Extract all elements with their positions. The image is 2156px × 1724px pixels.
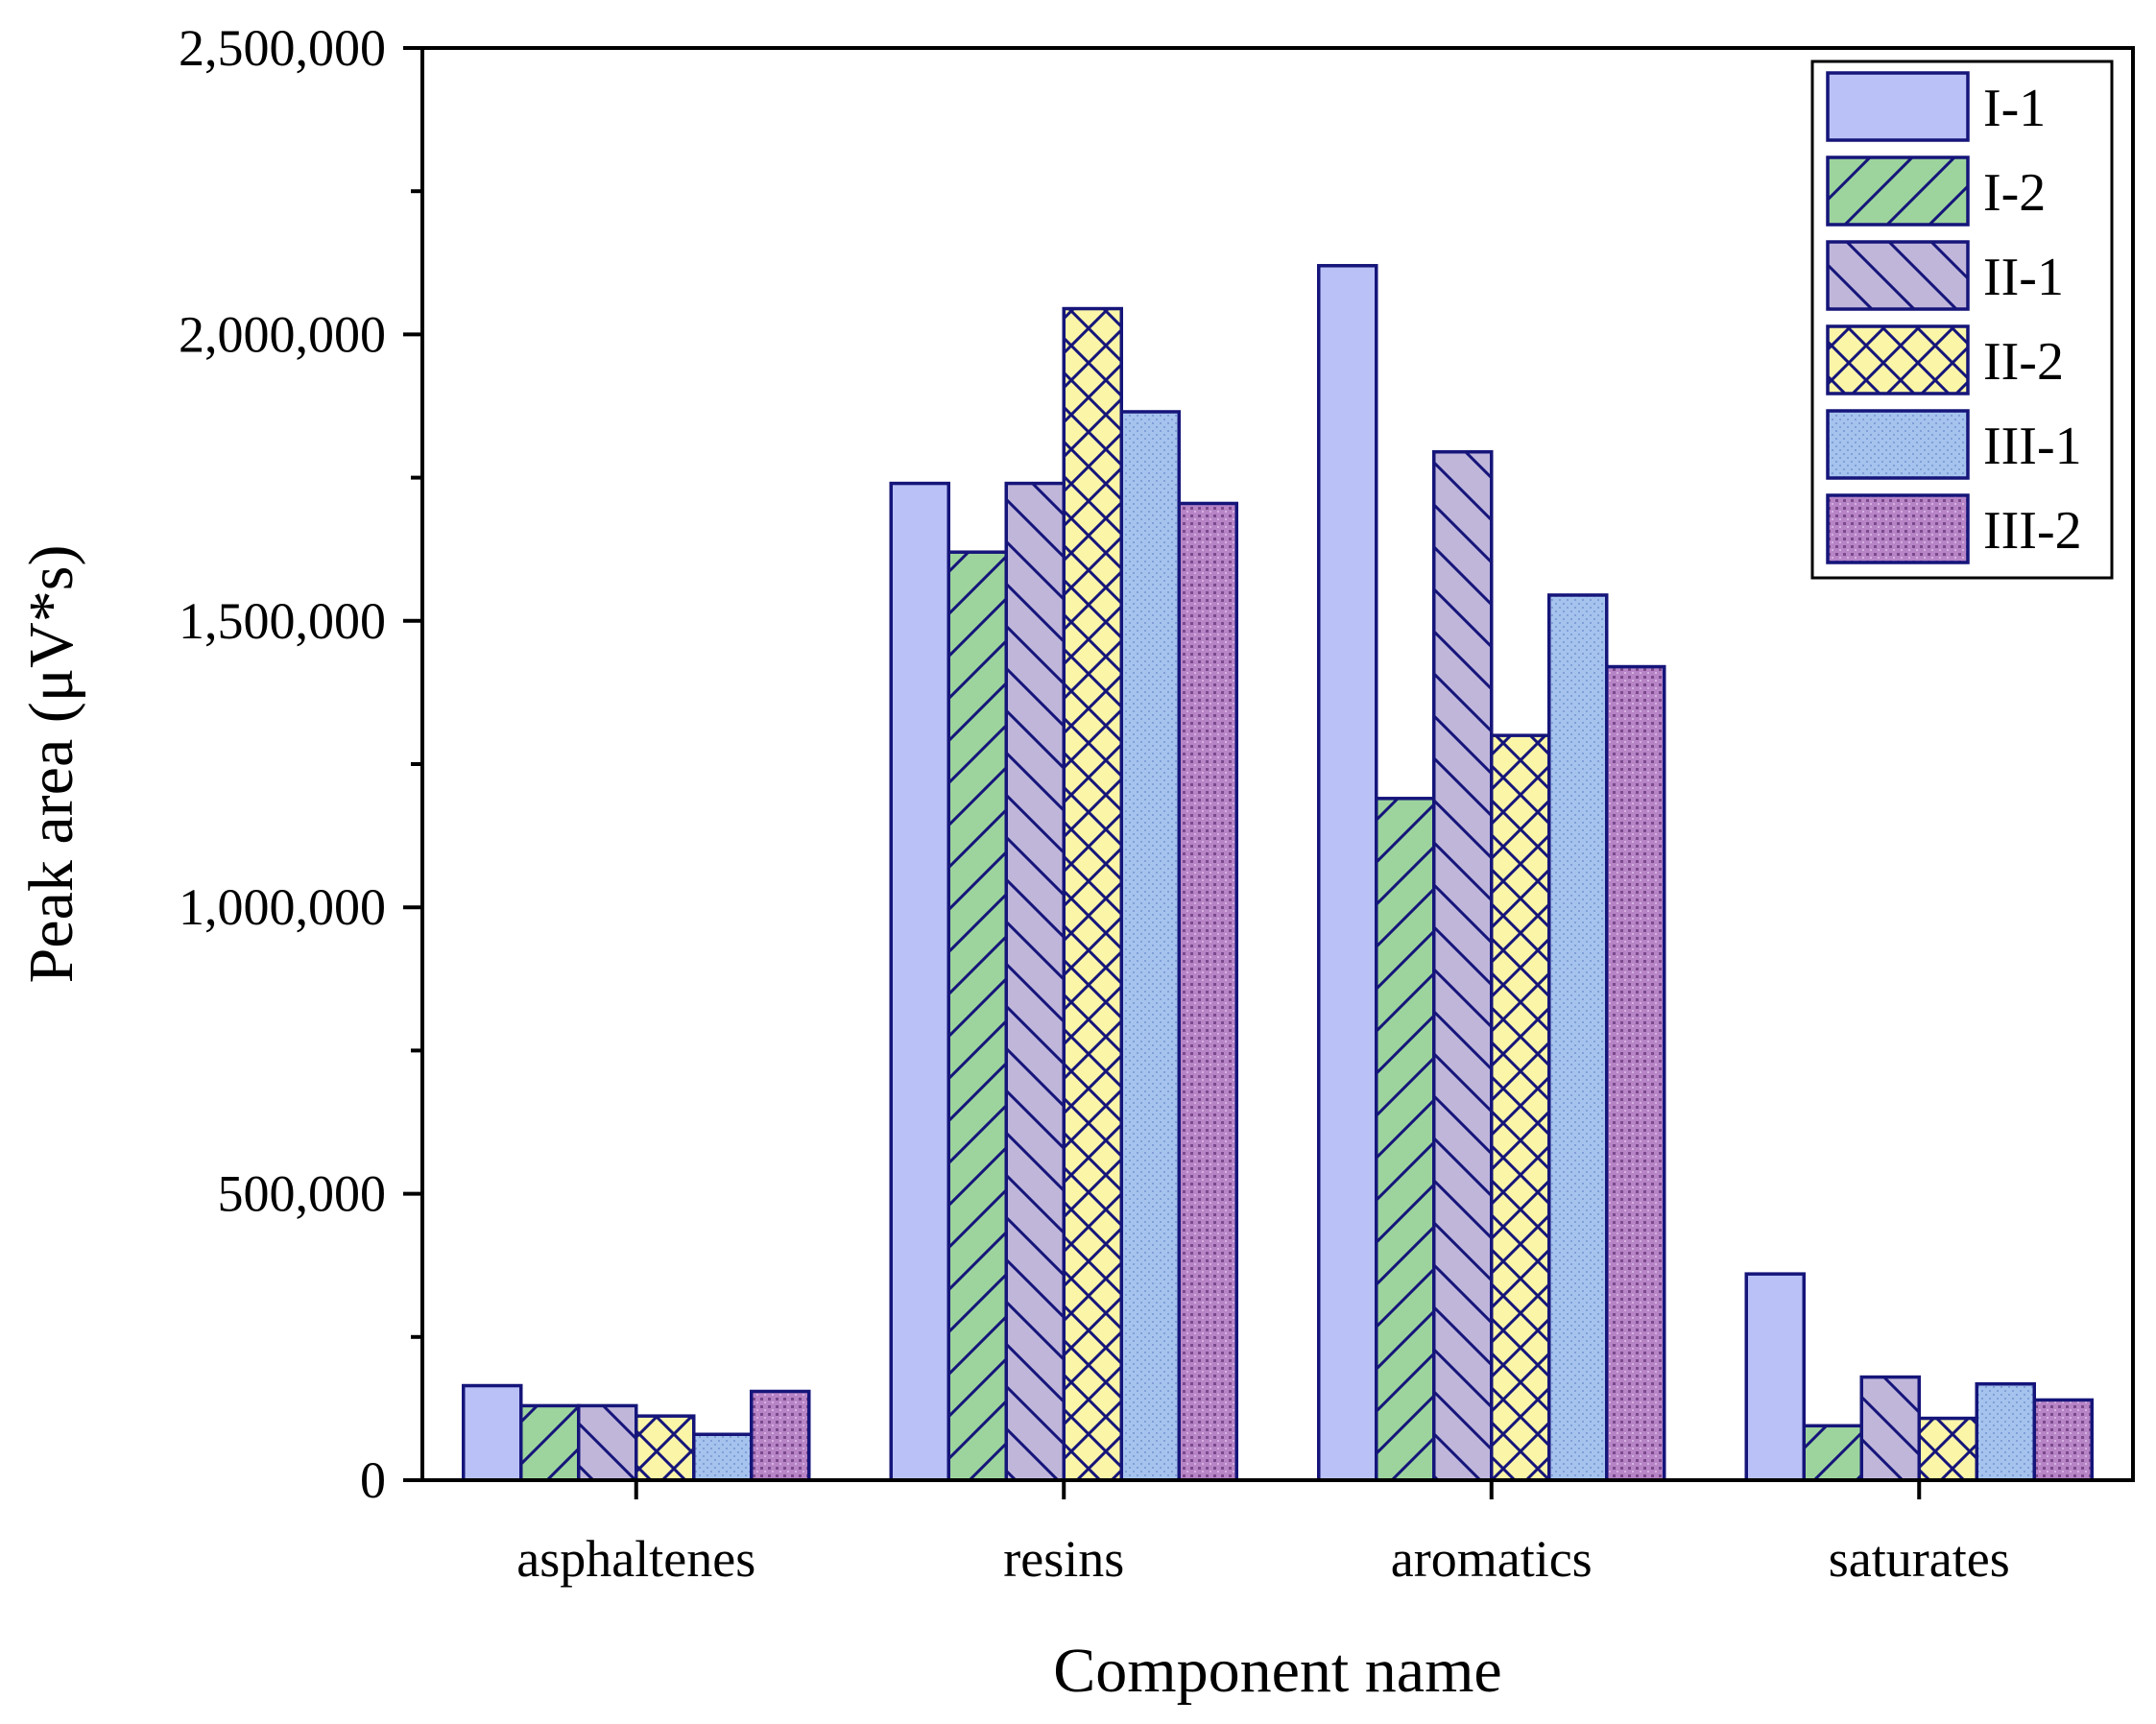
bar-iii-2-asphaltenes <box>750 1389 811 1482</box>
bar-i-2-saturates <box>1802 1424 1863 1482</box>
legend: I-1 I-2 II-1 II-2 III-1 III-2 <box>1810 60 2114 580</box>
bar-i-2-resins <box>946 550 1008 1482</box>
bar-i-1-aromatics <box>1317 264 1378 1482</box>
bar-ii-1-resins <box>1004 481 1066 1482</box>
y-tick-label: 2,000,000 <box>179 305 386 363</box>
x-tick-label-aromatics: aromatics <box>1391 1530 1593 1588</box>
bar-i-1-asphaltenes <box>462 1383 523 1482</box>
bar-ii-1-asphaltenes <box>577 1403 638 1482</box>
legend-box <box>1810 60 2114 580</box>
bar-ii-2-aromatics <box>1490 733 1551 1482</box>
legend-label-iii-1: III-1 <box>1983 417 2082 476</box>
bar-iii-1-asphaltenes <box>692 1432 754 1482</box>
y-tick-label: 2,500,000 <box>179 19 386 77</box>
x-axis-ticks: asphaltenes resins aromatics saturates <box>516 1480 2010 1588</box>
bar-ii-1-aromatics <box>1432 449 1494 1482</box>
x-axis-title: Component name <box>1053 1636 1501 1706</box>
legend-label-i-1: I-1 <box>1983 79 2046 138</box>
bar-i-2-aromatics <box>1375 797 1436 1482</box>
bar-ii-1-saturates <box>1859 1375 1921 1482</box>
x-tick-label-asphaltenes: asphaltenes <box>516 1530 755 1588</box>
bar-iii-1-aromatics <box>1547 593 1609 1482</box>
y-tick-label: 1,500,000 <box>179 592 386 650</box>
plot-frame <box>420 46 2135 1482</box>
y-axis-title: Peak area (μV*s) <box>16 545 86 984</box>
legend-swatch-i-2 <box>1826 156 1970 227</box>
y-tick-label: 0 <box>360 1451 386 1509</box>
y-tick-label: 500,000 <box>218 1165 387 1223</box>
bar-iii-2-saturates <box>2032 1398 2094 1482</box>
bar-ii-2-saturates <box>1917 1416 1978 1482</box>
legend-swatch-i-1 <box>1826 71 1970 142</box>
legend-label-i-2: I-2 <box>1983 163 2046 223</box>
bar-i-1-saturates <box>1744 1272 1806 1482</box>
bar-i-1-resins <box>889 481 950 1482</box>
legend-swatch-iii-1 <box>1826 409 1970 480</box>
y-axis-ticks: 0 500,000 1,000,000 1,500,000 2,000,000 2,500… <box>179 19 422 1509</box>
legend-label-iii-2: III-2 <box>1983 501 2082 561</box>
bar-iii-1-saturates <box>1975 1381 2036 1482</box>
bar-i-2-asphaltenes <box>519 1403 581 1482</box>
legend-label-ii-1: II-1 <box>1983 248 2064 307</box>
bar-ii-2-resins <box>1062 306 1123 1482</box>
legend-swatch-iii-2 <box>1826 493 1970 564</box>
bar-iii-2-resins <box>1177 501 1238 1482</box>
legend-label-ii-2: II-2 <box>1983 332 2064 392</box>
y-tick-label: 1,000,000 <box>179 878 386 936</box>
legend-swatch-ii-2 <box>1826 324 1970 395</box>
bar-iii-2-aromatics <box>1605 664 1666 1482</box>
legend-swatch-ii-1 <box>1826 240 1970 311</box>
x-tick-label-resins: resins <box>1003 1530 1124 1588</box>
x-tick-label-saturates: saturates <box>1829 1530 2010 1588</box>
bar-ii-2-asphaltenes <box>635 1414 696 1482</box>
bar-iii-1-resins <box>1119 410 1181 1482</box>
